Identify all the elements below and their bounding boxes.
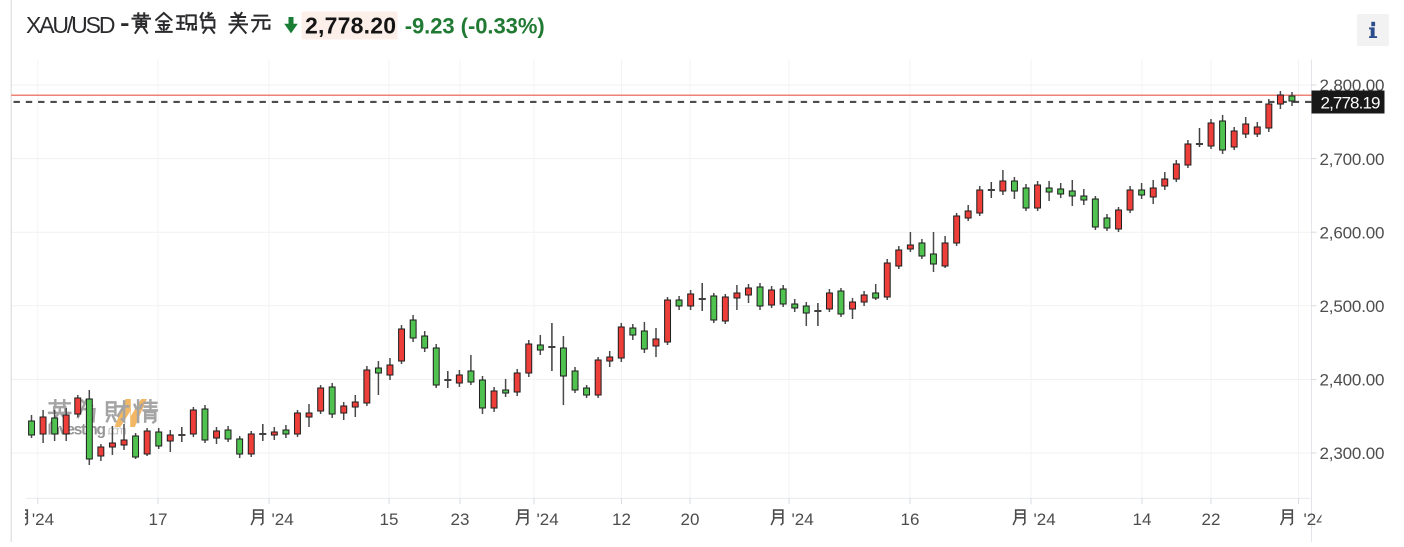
svg-text:16: 16 [901, 510, 920, 529]
svg-text:-9.23 (-0.33%): -9.23 (-0.33%) [405, 14, 545, 39]
svg-text:2,700.00: 2,700.00 [1320, 150, 1385, 169]
svg-text:'24: '24 [272, 510, 294, 529]
svg-text:17: 17 [149, 510, 168, 529]
svg-text:XAU/USD: XAU/USD [26, 12, 116, 38]
svg-text:'24: '24 [32, 510, 54, 529]
svg-text:2,778.19: 2,778.19 [1321, 94, 1381, 113]
svg-text:15: 15 [380, 510, 399, 529]
svg-text:'24: '24 [1034, 510, 1056, 529]
svg-text:'24: '24 [1304, 510, 1326, 529]
svg-text:2,500.00: 2,500.00 [1320, 297, 1385, 316]
svg-text:23: 23 [451, 510, 470, 529]
svg-text:2,800.00: 2,800.00 [1320, 76, 1385, 95]
svg-text:14: 14 [1133, 510, 1152, 529]
svg-text:2,400.00: 2,400.00 [1320, 371, 1385, 390]
svg-text:'24: '24 [792, 510, 814, 529]
svg-text:20: 20 [681, 510, 700, 529]
svg-text:12: 12 [612, 510, 631, 529]
svg-text:2,300.00: 2,300.00 [1320, 444, 1385, 463]
svg-text:22: 22 [1202, 510, 1221, 529]
svg-text:2,778.20: 2,778.20 [305, 13, 396, 39]
svg-text:2,600.00: 2,600.00 [1320, 223, 1385, 242]
svg-text:'24: '24 [537, 510, 559, 529]
